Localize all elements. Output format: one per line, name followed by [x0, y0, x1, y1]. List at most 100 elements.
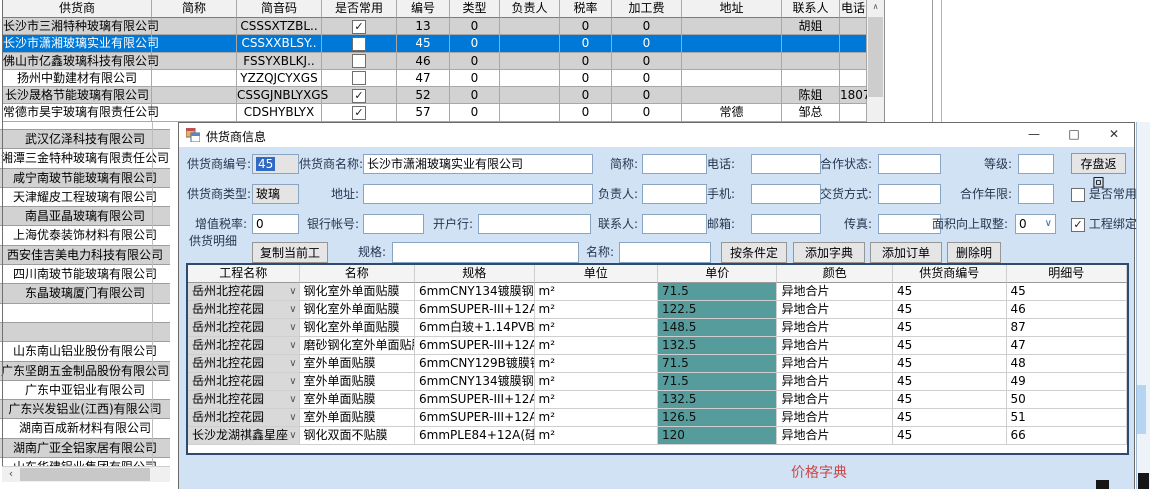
table-cell[interactable]: 66 [1006, 427, 1127, 445]
chevron-down-icon[interactable]: ∨ [289, 430, 297, 441]
scrollbar-thumb[interactable] [868, 17, 883, 97]
chevron-down-icon[interactable]: ∨ [289, 322, 297, 333]
detail-header-cell[interactable]: 单价 [658, 265, 778, 283]
table-cell[interactable]: 45 [1006, 283, 1127, 301]
grid-header-cell[interactable]: 简称 [152, 0, 237, 18]
table-cell[interactable]: 46 [1006, 301, 1127, 319]
table-cell[interactable]: 180751 [840, 87, 886, 105]
list-item[interactable]: 湘潭三金特种玻璃有限责任公司 [0, 149, 170, 169]
table-cell[interactable]: 胡姐 [782, 18, 840, 36]
scroll-up-icon[interactable]: ∧ [872, 2, 879, 11]
table-row[interactable]: 岳州北控花园 ∨ 钢化室外单面贴膜 6mmCNY134镀膜钢化 m² 71.5 异地合片 45… [188, 283, 1127, 301]
table-cell[interactable]: 异地合片 [777, 373, 893, 391]
table-cell[interactable] [152, 35, 237, 53]
area-rounding-combobox[interactable]: 0 ∨ [1015, 214, 1056, 234]
mobile-field[interactable] [751, 184, 821, 204]
table-cell[interactable]: 0 [560, 18, 612, 36]
spec-filter-input[interactable] [392, 242, 579, 263]
copy-current-project-button[interactable]: 复制当前工程 [252, 242, 328, 279]
manager-field[interactable] [642, 184, 707, 204]
table-cell[interactable] [682, 35, 782, 53]
table-cell[interactable]: 长沙市三湘特种玻璃有限公司 [3, 18, 159, 36]
table-row[interactable]: 长沙晟格节能玻璃有限公司 CSSGJNBLYXGS ✓ 52 0 0 0 陈姐 180751 [3, 87, 886, 105]
project-name-combobox[interactable]: 岳州北控花园 ∨ [188, 319, 300, 337]
table-cell[interactable]: 钢化室外单面贴膜 [299, 301, 416, 319]
list-item[interactable] [0, 322, 170, 343]
table-cell[interactable]: 52 [397, 87, 450, 105]
table-cell[interactable]: 0 [612, 87, 682, 105]
table-cell[interactable]: 异地合片 [777, 319, 893, 337]
table-row[interactable]: 岳州北控花园 ∨钢化室外单面贴膜6mmSUPER-III+12A(硅..m²122… [188, 301, 1127, 319]
common-use-checkbox-group[interactable]: 是否常用 [1071, 184, 1137, 204]
detail-header-cell[interactable]: 单位 [534, 265, 658, 283]
grid-header-cell[interactable]: 加工费 [612, 0, 682, 18]
table-cell[interactable]: 45 [892, 355, 1007, 373]
supplier-name-field[interactable]: 长沙市潇湘玻璃实业有限公司 [363, 154, 593, 174]
list-item[interactable]: 西安佳吉美电力科技有限公司 [0, 245, 170, 266]
table-cell[interactable]: 异地合片 [777, 283, 893, 301]
table-row[interactable]: 长沙龙湖祺鑫星座∨钢化双面不贴膜6mmPLE84+12A(硅酮胶..m²120异… [188, 427, 1127, 445]
table-cell[interactable]: 0 [450, 69, 500, 88]
close-button[interactable]: ✕ [1108, 127, 1120, 141]
table-cell[interactable]: m² [534, 427, 658, 445]
table-cell[interactable]: 0 [612, 104, 682, 122]
table-cell[interactable] [782, 69, 840, 88]
email-field[interactable] [751, 214, 821, 234]
table-cell[interactable]: 6mmSUPER-III+12A(硅.. [415, 301, 535, 319]
table-cell[interactable]: 扬州中勤建材有限公司 [3, 69, 152, 88]
project-name-combobox[interactable]: 岳州北控花园 ∨ [188, 391, 300, 409]
table-cell[interactable]: 71.5 [657, 283, 778, 301]
table-cell[interactable] [152, 104, 237, 122]
list-item[interactable]: 武汉亿泽科技有限公司 [0, 130, 170, 150]
project-name-combobox[interactable]: 岳州北控花园 ∨ [188, 409, 300, 427]
table-cell[interactable] [322, 69, 397, 88]
table-cell[interactable]: 0 [450, 52, 500, 70]
table-cell[interactable]: YZZQJCYXGS [237, 69, 322, 88]
table-cell[interactable]: 45 [892, 373, 1007, 391]
table-cell[interactable]: 0 [612, 18, 682, 36]
chevron-down-icon[interactable]: ∨ [289, 376, 297, 387]
table-cell[interactable]: 室外单面贴膜 [299, 409, 416, 427]
table-cell[interactable]: 45 [892, 409, 1007, 427]
delivery-field[interactable] [878, 184, 941, 204]
table-cell[interactable]: 51 [1006, 409, 1127, 427]
grid-header-cell[interactable]: 编号 [397, 0, 450, 18]
list-item[interactable] [0, 303, 170, 323]
chevron-down-icon[interactable]: ∨ [1044, 218, 1052, 229]
table-cell[interactable]: 6mmCNY134镀膜钢化 [415, 283, 535, 301]
maximize-button[interactable]: □ [1068, 127, 1080, 141]
table-cell[interactable] [322, 52, 397, 70]
table-cell[interactable]: 6mm白玻+1.14PVB+6mm.. [415, 319, 535, 337]
table-row[interactable]: 佛山市亿鑫玻璃科技有限公司 FSSYXBLKJ.. 46 0 0 0 [3, 52, 867, 70]
list-item[interactable]: 湖南广亚全铝家居有限公司 [0, 438, 170, 459]
table-cell[interactable]: 长沙市潇湘玻璃实业有限公司 [3, 35, 159, 53]
table-cell[interactable]: 室外单面贴膜 [299, 391, 416, 409]
table-cell[interactable]: 0 [612, 52, 682, 70]
table-cell[interactable] [500, 87, 560, 105]
table-cell[interactable]: 佛山市亿鑫玻璃科技有限公司 [3, 52, 159, 70]
table-cell[interactable]: ✓ [322, 18, 397, 36]
table-cell[interactable]: 6mmPLE84+12A(硅酮胶.. [415, 427, 535, 445]
list-item[interactable]: 广东兴发铝业(江西)有限公司 [0, 400, 170, 420]
list-item[interactable]: 天津耀皮工程玻璃有限公司 [0, 187, 170, 208]
table-cell[interactable]: 异地合片 [777, 391, 893, 409]
table-cell[interactable]: 0 [560, 52, 612, 70]
fax-field[interactable] [878, 214, 941, 234]
checkbox[interactable] [352, 54, 366, 69]
table-cell[interactable]: 钢化室外单面贴膜 [299, 283, 416, 301]
detail-header-cell[interactable]: 工程名称 [188, 265, 300, 283]
table-cell[interactable] [500, 52, 560, 70]
table-row[interactable]: 岳州北控花园 ∨室外单面贴膜6mmSUPER-III+12A(硅..m²132.5… [188, 391, 1127, 409]
table-cell[interactable]: 0 [560, 69, 612, 88]
table-cell[interactable]: 常德 [682, 104, 782, 122]
table-cell[interactable]: 0 [450, 104, 500, 122]
chevron-down-icon[interactable]: ∨ [289, 304, 297, 315]
table-cell[interactable] [500, 104, 560, 122]
table-cell[interactable]: 46 [397, 52, 450, 70]
grid-header-cell[interactable]: 简音码 [237, 0, 322, 18]
detail-header-cell[interactable]: 供货商编号 [893, 265, 1007, 283]
table-cell[interactable]: 异地合片 [777, 427, 893, 445]
vat-rate-field[interactable]: 0 [252, 214, 299, 234]
checkbox[interactable] [352, 36, 366, 51]
table-cell[interactable]: 6mmCNY129B镀膜钢化 [415, 355, 535, 373]
